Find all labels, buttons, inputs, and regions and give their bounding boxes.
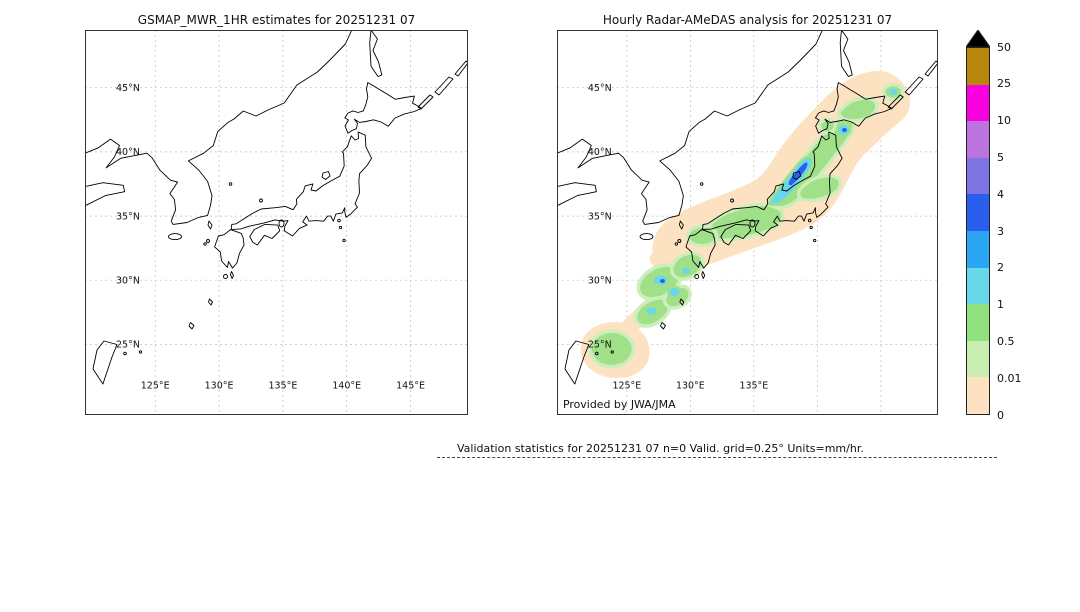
colorbar-segment: [967, 48, 989, 85]
colorbar-segment: [967, 157, 989, 195]
lon-label: 145°E: [396, 381, 425, 392]
lon-label: 140°E: [332, 381, 361, 392]
right-map-title: Hourly Radar-AMeDAS analysis for 2025123…: [602, 13, 893, 27]
caption-text: Validation statistics for 20251231 07 n=…: [457, 442, 864, 455]
left-map-title: GSMAP_MWR_1HR estimates for 20251231 07: [137, 13, 416, 27]
lat-label: 40°N: [588, 147, 612, 158]
lat-label: 40°N: [116, 147, 140, 158]
lon-labels: 125°E 130°E 135°E 140°E 145°E: [141, 381, 425, 392]
lat-labels: 45°N 40°N 35°N 30°N 25°N: [116, 83, 140, 351]
colorbar-label: 0.5: [997, 334, 1015, 348]
lon-labels: 125°E 130°E 135°E: [612, 380, 768, 391]
colorbar-segment: [967, 340, 989, 378]
lat-label: 30°N: [588, 275, 612, 286]
radar-map-panel: 45°N 40°N 35°N 30°N 25°N 125°E 130°E 135…: [557, 30, 938, 415]
colorbar: 50 25 10 5 4 3 2 1 0.5 0.01 0: [966, 30, 1080, 422]
colorbar-label: 0: [997, 408, 1004, 422]
colorbar-segment: [967, 121, 989, 158]
colorbar-label: 50: [997, 40, 1011, 54]
lat-label: 45°N: [588, 83, 612, 94]
map-frame: [557, 30, 938, 415]
colorbar-label: 2: [997, 261, 1004, 275]
colorbar-label: 3: [997, 224, 1004, 238]
lon-label: 125°E: [141, 381, 170, 392]
lat-label: 45°N: [116, 83, 140, 94]
lat-labels: 45°N 40°N 35°N 30°N 25°N: [588, 83, 612, 351]
colorbar-segment: [967, 267, 989, 305]
precip-moderate-layer: [588, 83, 905, 369]
colorbar-segment: [967, 84, 989, 122]
colorbar-label: 25: [997, 77, 1011, 91]
gsmap-map-panel: 45°N 40°N 35°N 30°N 25°N 125°E 130°E 135…: [85, 30, 468, 415]
colorbar-segment: [967, 194, 989, 231]
colorbar-scale: [966, 47, 990, 415]
lon-label: 130°E: [676, 380, 705, 391]
lat-label: 35°N: [588, 211, 612, 222]
lon-label: 130°E: [205, 381, 234, 392]
colorbar-label: 4: [997, 187, 1004, 201]
lon-label: 125°E: [612, 380, 641, 391]
lon-label: 135°E: [740, 380, 769, 391]
map-frame: [85, 30, 468, 415]
colorbar-overflow-triangle: [966, 30, 990, 47]
lat-label: 30°N: [116, 276, 140, 287]
lat-label: 35°N: [116, 211, 140, 222]
colorbar-label: 10: [997, 114, 1011, 128]
radar-credit-text: Provided by JWA/JMA: [563, 398, 676, 411]
colorbar-label: 1: [997, 298, 1004, 312]
colorbar-segment: [967, 230, 989, 268]
lat-label: 25°N: [588, 340, 612, 351]
colorbar-segment: [967, 304, 989, 341]
colorbar-label: 0.01: [997, 371, 1022, 385]
gridlines: [85, 30, 468, 415]
precip-intense-layer: [658, 126, 849, 285]
colorbar-label: 5: [997, 150, 1004, 164]
caption-rule: Validation statistics for 20251231 07 n=…: [437, 440, 997, 458]
lon-label: 135°E: [268, 381, 297, 392]
lat-label: 25°N: [116, 340, 140, 351]
colorbar-segment: [967, 377, 989, 414]
